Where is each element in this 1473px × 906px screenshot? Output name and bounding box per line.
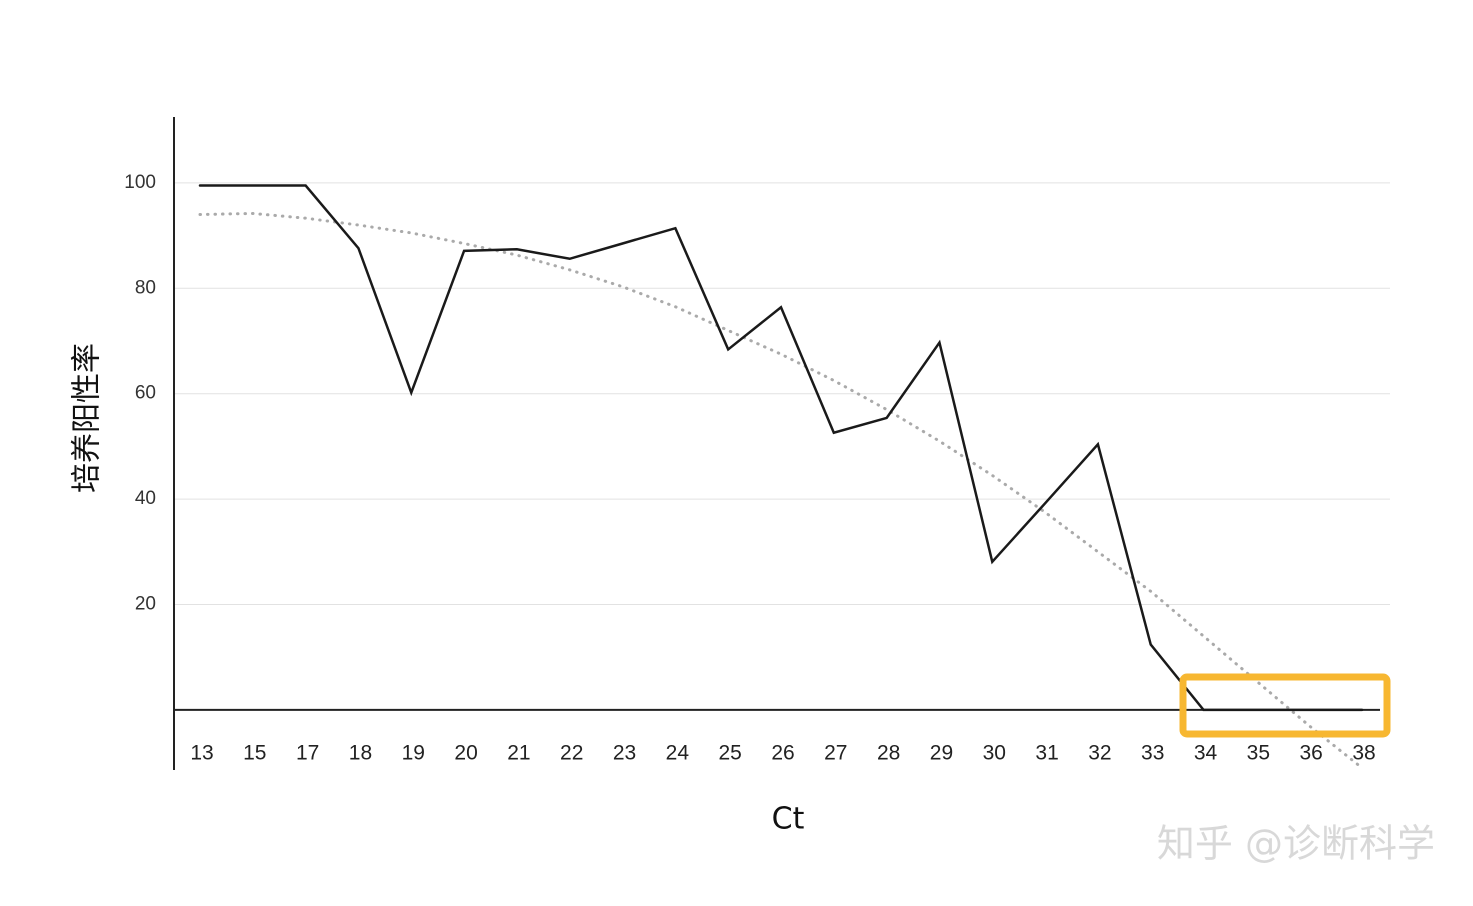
x-tick-label: 17 [296, 742, 319, 765]
data-line [198, 184, 1364, 712]
x-tick-label: 27 [824, 742, 847, 765]
x-tick-label: 23 [613, 742, 636, 765]
plot-area: 20 40 60 80 100 13 15 17 18 19 20 21 22 23 24 25 26 27 28 2… [124, 117, 1390, 770]
x-tick-label: 34 [1194, 742, 1218, 765]
x-tick-label: 22 [560, 742, 583, 765]
x-tick-label: 30 [983, 742, 1006, 765]
y-axis-label: 培养阳性率 [70, 343, 105, 493]
x-tick-label: 28 [877, 742, 900, 765]
x-tick-label: 18 [349, 742, 372, 765]
x-tick-label: 38 [1352, 742, 1375, 765]
highlight-box [1179, 673, 1391, 738]
x-tick-label: 24 [666, 742, 690, 765]
x-tick-label: 21 [507, 742, 530, 765]
y-tick-label: 20 [135, 594, 156, 615]
y-tick-label: 100 [124, 172, 156, 193]
x-tick-label: 20 [454, 742, 477, 765]
x-tick-label: 26 [771, 742, 794, 765]
x-tick-label: 36 [1300, 742, 1323, 765]
x-tick-label: 31 [1035, 742, 1058, 765]
x-tick-label: 25 [719, 742, 742, 765]
x-tick-label: 32 [1088, 742, 1111, 765]
watermark: 知乎 @诊断科学 [1157, 822, 1435, 866]
y-tick-label: 80 [135, 277, 156, 298]
x-tick-label: 33 [1141, 742, 1164, 765]
x-tick-label: 29 [930, 742, 953, 765]
x-tick-label: 15 [243, 742, 266, 765]
x-tick-label: 19 [402, 742, 425, 765]
trend-line [198, 211, 1364, 770]
y-tick-label: 60 [135, 383, 156, 404]
x-tick-label: 35 [1247, 742, 1270, 765]
x-tick-label: 13 [190, 742, 213, 765]
x-axis-label: Ct [772, 802, 805, 837]
y-tick-label: 40 [135, 488, 156, 509]
